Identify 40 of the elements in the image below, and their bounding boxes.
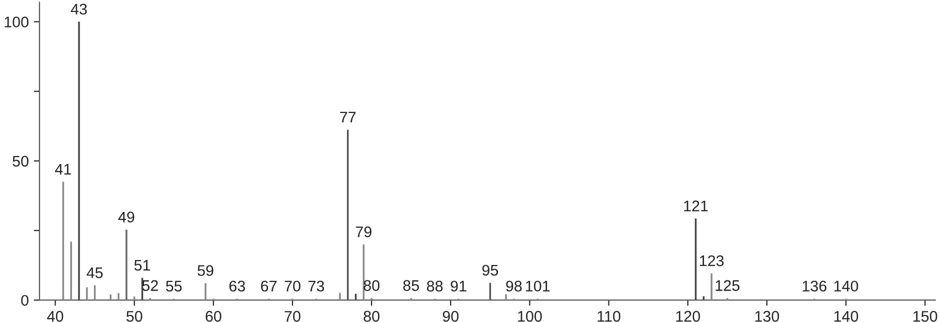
annotation: 140 (834, 280, 858, 292)
annotation: 70 (284, 280, 300, 292)
x-tick-label: 130 (755, 310, 780, 322)
x-tick-label: 100 (518, 310, 542, 322)
annotation: 51 (134, 260, 150, 271)
annotation: 88 (426, 280, 443, 292)
x-tick-label: 60 (206, 310, 222, 322)
x-tick-label: 50 (126, 310, 142, 322)
annotation: 125 (716, 280, 740, 291)
annotation: 67 (261, 280, 276, 292)
annotation: 121 (684, 200, 708, 212)
annotation: 41 (55, 164, 71, 174)
annotation: 79 (356, 226, 372, 238)
x-tick-label: 110 (598, 310, 620, 322)
y-tick-label: 50 (12, 156, 28, 167)
annotation: 123 (700, 255, 724, 266)
annotation: 43 (70, 4, 87, 15)
annotation: 98 (506, 280, 522, 292)
annotation: 91 (450, 280, 466, 292)
annotation: 85 (403, 280, 419, 291)
x-tick-label: 140 (834, 310, 858, 322)
annotation: 77 (340, 112, 356, 122)
x-tick-label: 150 (913, 310, 938, 322)
y-tick-label: 100 (4, 16, 28, 28)
annotation: 59 (198, 265, 214, 276)
annotation: 55 (166, 280, 182, 292)
x-tick-label: 40 (47, 310, 64, 322)
annotation: 73 (308, 280, 324, 292)
x-tick-label: 90 (442, 310, 459, 322)
annotation: 95 (482, 264, 498, 276)
x-tick-label: 80 (364, 310, 380, 322)
annotation: 136 (802, 280, 826, 292)
x-tick-label: 70 (284, 310, 300, 322)
y-tick-label: 0 (21, 294, 28, 306)
annotation: 45 (86, 268, 103, 278)
annotation: 101 (526, 280, 550, 292)
x-tick-label: 120 (676, 310, 700, 322)
annotation: 80 (364, 280, 380, 291)
annotation: 49 (118, 212, 134, 222)
annotation: 63 (229, 280, 245, 292)
